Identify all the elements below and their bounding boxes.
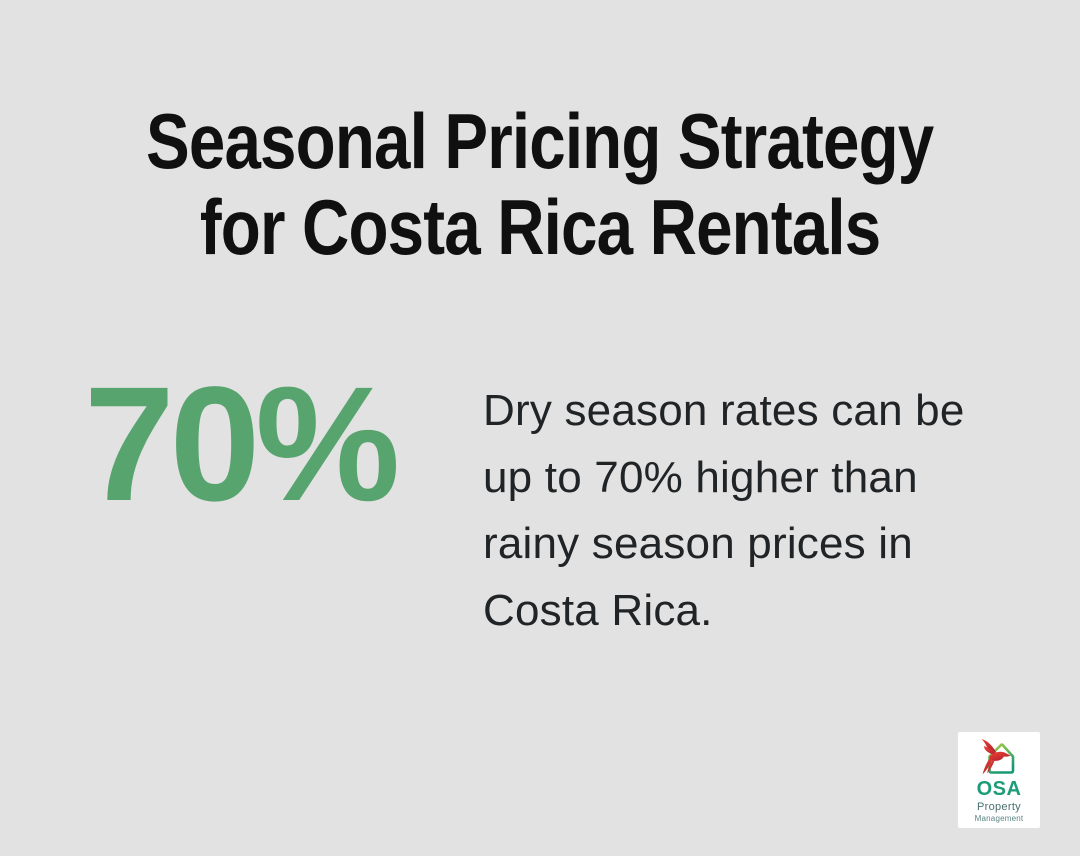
description-line: Dry season rates can be: [483, 386, 965, 435]
stat-value: 70%: [84, 352, 400, 535]
title-line-1: Seasonal Pricing Strategy: [146, 97, 934, 185]
description-line: up to 70% higher than: [483, 452, 918, 502]
stat-description: Dry season rates can be up to 70% higher…: [483, 378, 965, 644]
title-line-2: for Costa Rica Rentals: [199, 183, 881, 271]
description-line: rainy season prices in: [483, 519, 913, 568]
macaw-house-icon: [981, 739, 1015, 775]
logo-name: OSA: [976, 778, 1022, 800]
logo-subtitle-management: Management: [974, 814, 1024, 824]
page-title: Seasonal Pricing Strategy for Costa Rica…: [0, 98, 1080, 270]
osa-logo: OSA Property Management: [958, 732, 1040, 828]
logo-subtitle-property: Property: [977, 801, 1021, 813]
description-line: Costa Rica.: [483, 585, 713, 635]
